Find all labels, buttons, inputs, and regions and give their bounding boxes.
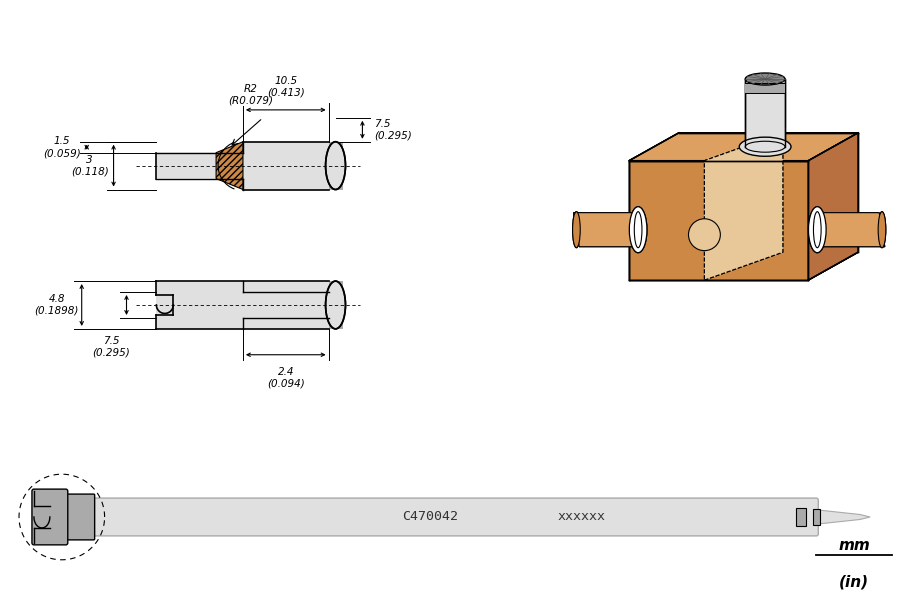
Text: 10.5
(0.413): 10.5 (0.413) — [267, 76, 304, 98]
FancyBboxPatch shape — [90, 498, 818, 536]
Polygon shape — [573, 212, 641, 247]
Polygon shape — [216, 142, 243, 190]
Ellipse shape — [751, 139, 780, 155]
Ellipse shape — [808, 206, 826, 253]
Text: R2
(R0.079): R2 (R0.079) — [229, 85, 274, 106]
Text: 1.5
(0.059): 1.5 (0.059) — [43, 136, 81, 158]
Bar — [328, 281, 344, 329]
Ellipse shape — [731, 211, 750, 259]
Polygon shape — [573, 212, 641, 247]
Ellipse shape — [745, 73, 785, 85]
Polygon shape — [629, 133, 858, 161]
Ellipse shape — [572, 212, 580, 248]
Ellipse shape — [326, 281, 346, 329]
Polygon shape — [705, 133, 783, 280]
Polygon shape — [629, 161, 808, 280]
Ellipse shape — [629, 206, 647, 253]
Ellipse shape — [814, 173, 821, 210]
Text: xxxxxx: xxxxxx — [557, 511, 606, 523]
Ellipse shape — [572, 212, 580, 248]
Polygon shape — [705, 133, 783, 280]
Text: 7.5
(0.295): 7.5 (0.295) — [374, 119, 412, 140]
Polygon shape — [157, 142, 330, 190]
Polygon shape — [745, 79, 785, 147]
Ellipse shape — [787, 188, 794, 225]
Text: 7.5
(0.295): 7.5 (0.295) — [93, 336, 130, 358]
Polygon shape — [629, 133, 858, 161]
Ellipse shape — [629, 206, 647, 253]
Ellipse shape — [878, 212, 886, 248]
Polygon shape — [814, 212, 885, 247]
Ellipse shape — [878, 212, 886, 248]
Bar — [814, 509, 820, 525]
Ellipse shape — [808, 206, 826, 253]
Text: mm: mm — [838, 538, 870, 553]
FancyBboxPatch shape — [63, 494, 94, 540]
Text: C470042: C470042 — [402, 511, 458, 523]
Text: 3
(0.118): 3 (0.118) — [71, 155, 109, 176]
Ellipse shape — [780, 182, 800, 231]
Polygon shape — [808, 133, 858, 280]
Ellipse shape — [814, 212, 821, 248]
Polygon shape — [629, 161, 808, 280]
Polygon shape — [808, 133, 858, 280]
Polygon shape — [788, 174, 820, 224]
Text: (in): (in) — [839, 575, 869, 590]
Bar — [745, 83, 785, 93]
Text: 2.4
(0.094): 2.4 (0.094) — [267, 367, 304, 388]
Ellipse shape — [736, 217, 744, 253]
Polygon shape — [705, 217, 743, 270]
Ellipse shape — [739, 137, 791, 156]
Polygon shape — [157, 281, 330, 329]
Text: 4.8
(0.1898): 4.8 (0.1898) — [34, 294, 79, 316]
Ellipse shape — [688, 219, 720, 251]
Polygon shape — [818, 510, 870, 524]
Ellipse shape — [813, 215, 823, 245]
Ellipse shape — [634, 212, 642, 248]
Ellipse shape — [704, 235, 712, 271]
Ellipse shape — [326, 142, 346, 190]
Ellipse shape — [745, 141, 785, 152]
Polygon shape — [814, 212, 885, 247]
Ellipse shape — [634, 212, 642, 248]
Bar — [796, 508, 806, 526]
Ellipse shape — [814, 212, 821, 248]
Bar — [328, 142, 344, 190]
FancyBboxPatch shape — [32, 489, 68, 545]
